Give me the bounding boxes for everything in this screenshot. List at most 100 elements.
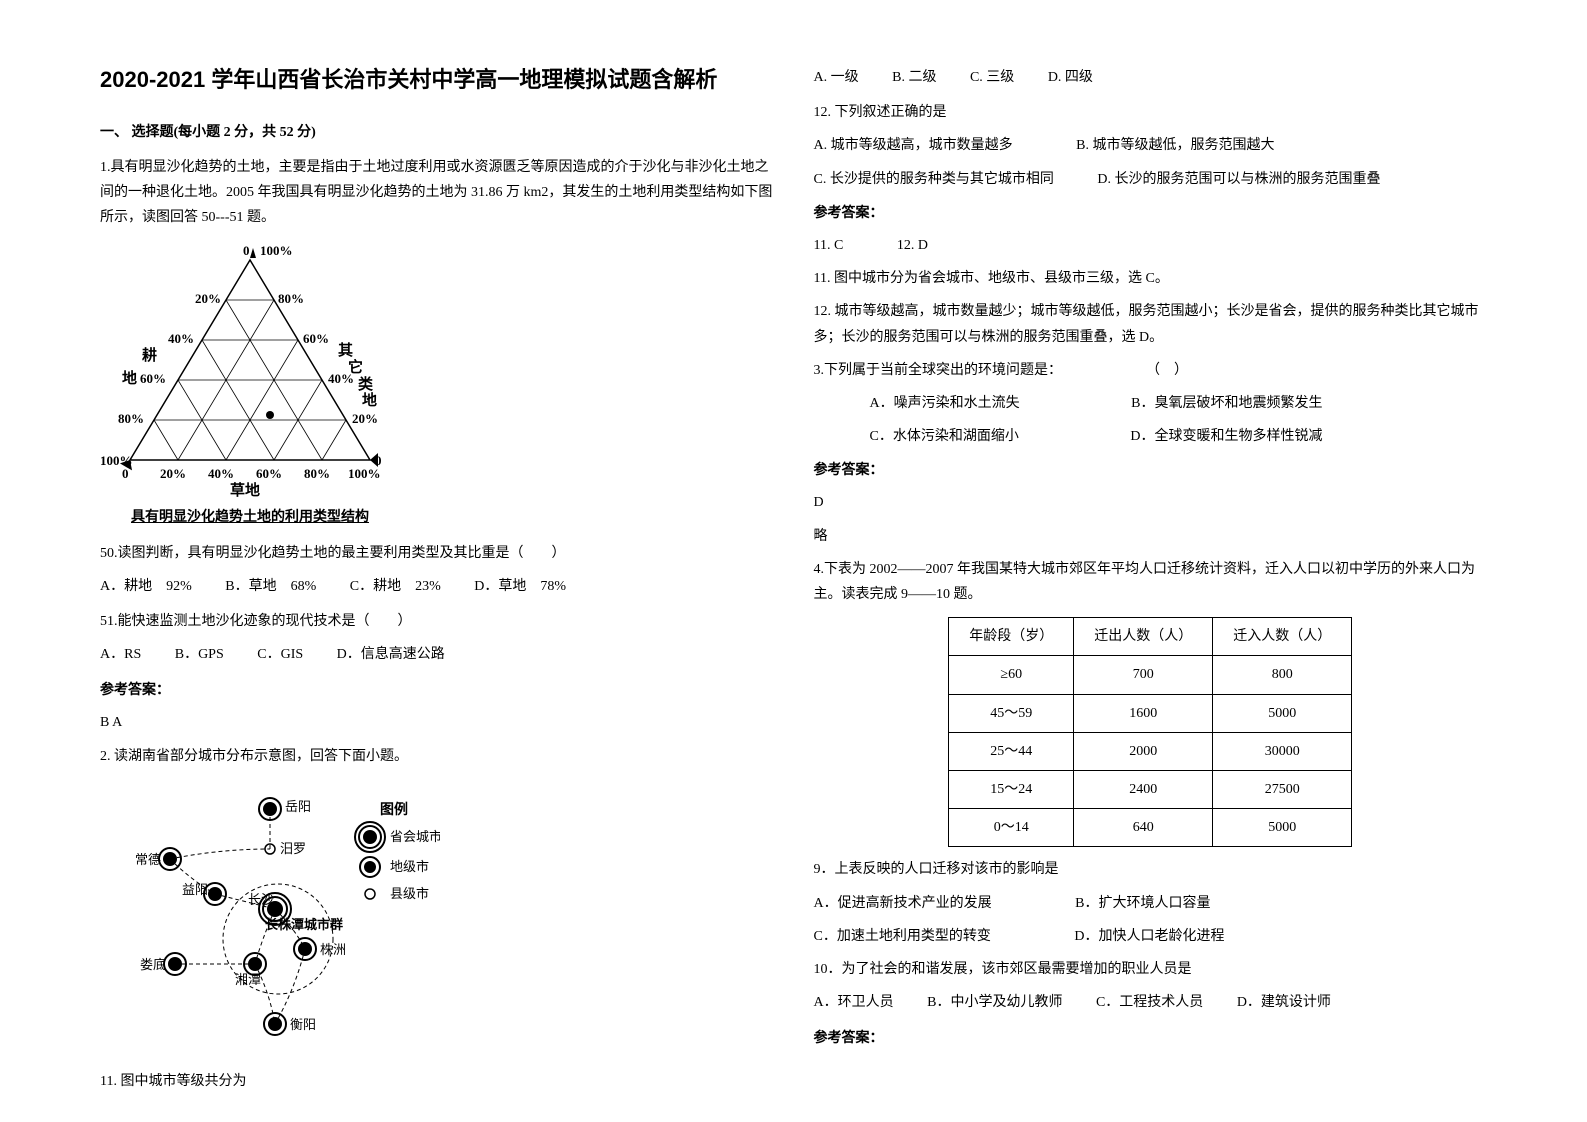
svg-text:岳阳: 岳阳 — [285, 799, 311, 814]
svg-text:地级市: 地级市 — [390, 859, 429, 874]
q50-text: 50.读图判断，具有明显沙化趋势土地的最主要利用类型及其比重是（ ） — [100, 541, 774, 566]
svg-text:衡阳: 衡阳 — [290, 1017, 316, 1032]
cell: 640 — [1074, 809, 1213, 847]
cell: 2000 — [1074, 732, 1213, 770]
q3-opt-c: C．水体污染和湖面缩小 — [842, 424, 1019, 449]
svg-text:60%: 60% — [256, 466, 282, 481]
q10-options: A．环卫人员 B．中小学及幼儿教师 C．工程技术人员 D．建筑设计师 — [814, 990, 1488, 1015]
table-row: 15～24240027500 — [949, 770, 1352, 808]
cell: 5000 — [1213, 694, 1352, 732]
q51-opt-a: A．RS — [100, 642, 141, 667]
svg-text:类: 类 — [358, 375, 374, 393]
triangle-caption: 具有明显沙化趋势土地的利用类型结构 — [100, 505, 400, 530]
svg-text:地: 地 — [362, 391, 377, 409]
svg-text:长沙: 长沙 — [248, 892, 274, 907]
svg-text:省会城市: 省会城市 — [390, 829, 440, 844]
q2-a12: 12. D — [897, 238, 928, 253]
q12-opt-d: D. 长沙的服务范围可以与株洲的服务范围重叠 — [1097, 167, 1380, 192]
cell: 27500 — [1213, 770, 1352, 808]
cell: 25～44 — [949, 732, 1074, 770]
q11-opt-b: B. 二级 — [892, 65, 936, 90]
cell: 2400 — [1074, 770, 1213, 808]
exam-title: 2020-2021 学年山西省长治市关村中学高一地理模拟试题含解析 — [100, 60, 774, 100]
q9-opt-b: B．扩大环境人口容量 — [1075, 891, 1210, 916]
cell: 30000 — [1213, 732, 1352, 770]
svg-text:20%: 20% — [195, 291, 221, 306]
svg-text:图例: 图例 — [380, 801, 408, 818]
svg-text:株洲: 株洲 — [320, 942, 346, 957]
q3-answer: D — [814, 490, 1488, 515]
svg-text:益阳: 益阳 — [182, 882, 208, 897]
svg-text:0: 0 — [122, 466, 129, 481]
svg-text:60%: 60% — [303, 331, 329, 346]
section-header: 一、 选择题(每小题 2 分，共 52 分) — [100, 120, 774, 145]
q3-opt-a: A．噪声污染和水土流失 — [842, 391, 1020, 416]
q4-text: 4.下表为 2002——2007 年我国某特大城市郊区年平均人口迁移统计资料，迁… — [814, 557, 1488, 607]
svg-text:20%: 20% — [352, 411, 378, 426]
q10-opt-a: A．环卫人员 — [814, 990, 894, 1015]
q51-opt-d: D．信息高速公路 — [337, 642, 445, 667]
q51-options: A．RS B．GPS C．GIS D．信息高速公路 — [100, 642, 774, 667]
q2-answer-label: 参考答案： — [814, 200, 1488, 225]
svg-text:娄底: 娄底 — [140, 957, 166, 972]
q2-exp12: 12. 城市等级越高，城市数量越少；城市等级越低，服务范围越小；长沙是省会，提供… — [814, 299, 1488, 349]
q11-opt-c: C. 三级 — [970, 65, 1014, 90]
q2-exp11: 11. 图中城市分为省会城市、地级市、县级市三级，选 C。 — [814, 266, 1488, 291]
cell: ≥60 — [949, 656, 1074, 694]
q51-opt-b: B．GPS — [175, 642, 224, 667]
q3-answer-label: 参考答案： — [814, 457, 1488, 482]
q12-opt-a: A. 城市等级越高，城市数量越多 — [814, 133, 1013, 158]
svg-text:80%: 80% — [278, 291, 304, 306]
q2-a11: 11. C — [814, 238, 844, 253]
svg-text:常德: 常德 — [135, 852, 161, 867]
table-header-row: 年龄段（岁） 迁出人数（人） 迁入人数（人） — [949, 618, 1352, 656]
table-row: 0～146405000 — [949, 809, 1352, 847]
svg-text:耕: 耕 — [142, 346, 157, 364]
q50-opt-b: B．草地 68% — [225, 574, 316, 599]
q3-opt-d: D．全球变暖和生物多样性锐减 — [1102, 424, 1322, 449]
svg-text:其: 其 — [338, 341, 353, 359]
q51-text: 51.能快速监测土地沙化迹象的现代技术是（ ） — [100, 609, 774, 634]
q2-text: 2. 读湖南省部分城市分布示意图，回答下面小题。 — [100, 744, 774, 769]
svg-text:它: 它 — [348, 358, 363, 376]
svg-text:0: 0 — [243, 243, 250, 258]
svg-text:20%: 20% — [160, 466, 186, 481]
cell: 800 — [1213, 656, 1352, 694]
q11-opt-a: A. 一级 — [814, 65, 859, 90]
svg-text:湘潭: 湘潭 — [235, 972, 261, 987]
q51-opt-c: C．GIS — [257, 642, 303, 667]
q12-text: 12. 下列叙述正确的是 — [814, 100, 1488, 125]
q10-opt-b: B．中小学及幼儿教师 — [927, 990, 1062, 1015]
q1-answer: B A — [100, 710, 774, 735]
q9-opt-c: C．加速土地利用类型的转变 — [814, 924, 991, 949]
svg-text:100%: 100% — [260, 243, 293, 258]
q11-options: A. 一级 B. 二级 C. 三级 D. 四级 — [814, 65, 1488, 90]
hunan-map: 常德 岳阳 汨罗 益阳 长沙 长株潭城市群 株洲 湘潭 娄底 衡阳 — [100, 779, 774, 1059]
table-row: 45～5916005000 — [949, 694, 1352, 732]
svg-text:草地: 草地 — [230, 481, 260, 499]
q1-text: 1.具有明显沙化趋势的土地，主要是指由于土地过度利用或水资源匮乏等原因造成的介于… — [100, 155, 774, 231]
cell: 45～59 — [949, 694, 1074, 732]
table-row: 25～44200030000 — [949, 732, 1352, 770]
q50-opt-a: A．耕地 92% — [100, 574, 192, 599]
q9-opts-row1: A．促进高新技术产业的发展 B．扩大环境人口容量 — [814, 891, 1488, 916]
cell: 1600 — [1074, 694, 1213, 732]
migration-table: 年龄段（岁） 迁出人数（人） 迁入人数（人） ≥60700800 45～5916… — [948, 617, 1352, 847]
q11-opt-d: D. 四级 — [1048, 65, 1093, 90]
th-age: 年龄段（岁） — [949, 618, 1074, 656]
svg-text:100%: 100% — [348, 466, 381, 481]
svg-text:80%: 80% — [118, 411, 144, 426]
th-out: 迁出人数（人） — [1074, 618, 1213, 656]
q3-opt-b: B．臭氧层破坏和地震频繁发生 — [1103, 391, 1322, 416]
q12-opts-row2: C. 长沙提供的服务种类与其它城市相同 D. 长沙的服务范围可以与株洲的服务范围… — [814, 167, 1488, 192]
q4-answer-label: 参考答案： — [814, 1025, 1488, 1050]
q10-text: 10．为了社会的和谐发展，该市郊区最需要增加的职业人员是 — [814, 957, 1488, 982]
svg-text:40%: 40% — [168, 331, 194, 346]
q3-note: 略 — [814, 524, 1488, 549]
q9-opts-row2: C．加速土地利用类型的转变 D．加快人口老龄化进程 — [814, 924, 1488, 949]
q50-opt-c: C．耕地 23% — [350, 574, 441, 599]
q12-opt-c: C. 长沙提供的服务种类与其它城市相同 — [814, 167, 1054, 192]
q3-text: 3.下列属于当前全球突出的环境问题是： （ ） — [814, 358, 1488, 383]
q10-opt-c: C．工程技术人员 — [1096, 990, 1203, 1015]
q12-opt-b: B. 城市等级越低，服务范围越大 — [1076, 133, 1274, 158]
